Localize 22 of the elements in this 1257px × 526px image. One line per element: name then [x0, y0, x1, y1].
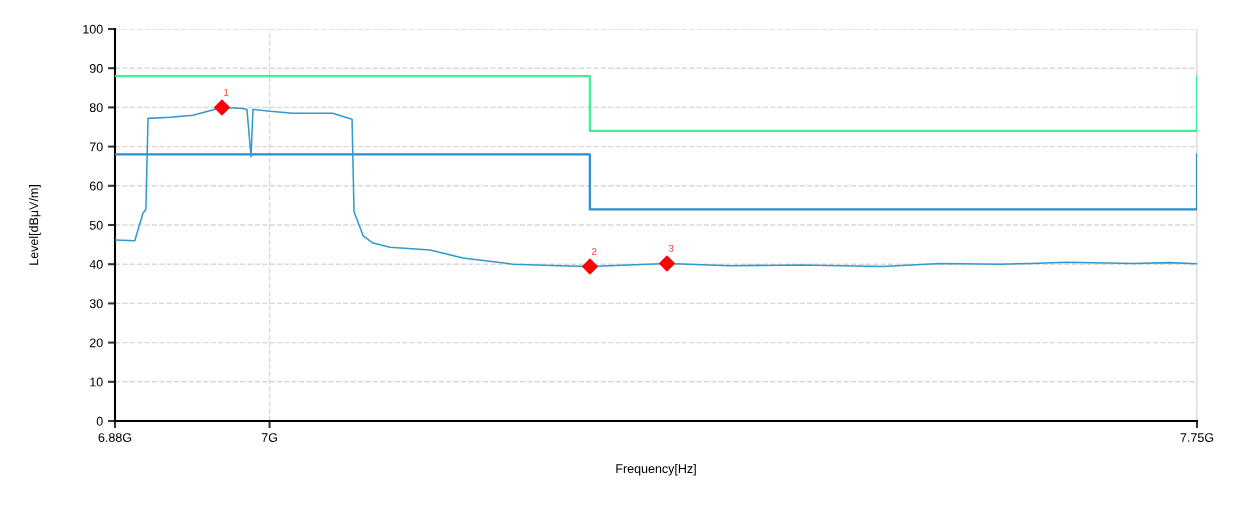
- y-tick-label: 60: [89, 181, 103, 191]
- x-axis-title: Frequency[Hz]: [616, 463, 696, 476]
- y-tick-label: 20: [89, 338, 103, 348]
- annotation: 1: [224, 88, 229, 96]
- x-tick-label: 7G: [261, 433, 277, 442]
- point: [213, 99, 230, 116]
- y-tick-label: 0: [96, 416, 103, 426]
- x-tick-label: 6.88G: [98, 433, 132, 442]
- point: [581, 258, 598, 275]
- annotation: 3: [668, 244, 674, 252]
- point: [659, 255, 675, 272]
- y-tick-label: 50: [89, 220, 103, 230]
- annotation: 2: [591, 248, 597, 255]
- y-tick-label: 90: [89, 64, 103, 73]
- y-tick-label: 30: [89, 299, 103, 309]
- y-tick-label: 10: [90, 377, 103, 387]
- y-tick-label: 100: [83, 24, 103, 34]
- y-axis-title: Level[dBμV/m]: [29, 185, 41, 265]
- y-tick-label: 40: [89, 260, 103, 269]
- x-tick-label: 7.75G: [1180, 433, 1214, 442]
- y-tick-label: 70: [89, 142, 103, 152]
- y-tick-label: 80: [89, 103, 103, 113]
